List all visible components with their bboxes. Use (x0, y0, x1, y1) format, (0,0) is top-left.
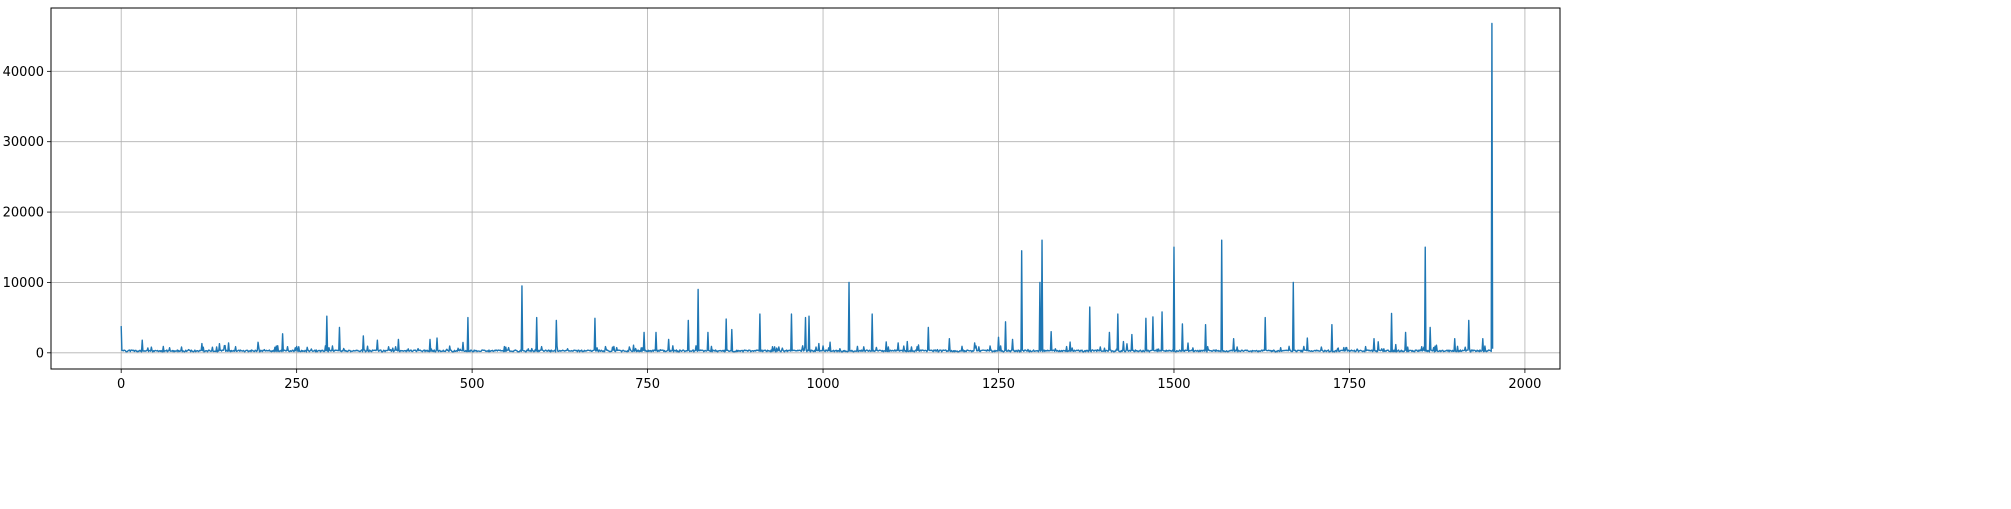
y-tick-label: 10000 (3, 276, 44, 291)
x-tick-label: 1500 (1157, 377, 1190, 392)
series-layer (120, 22, 1494, 353)
y-tick-label: 20000 (3, 206, 44, 221)
x-tick-label: 250 (284, 377, 309, 392)
x-axis: 0 250 500 750 1000 1250 1500 1750 2000 (117, 369, 1541, 392)
x-tick-label: 1750 (1333, 377, 1366, 392)
grid-layer (51, 8, 1560, 369)
y-tick-label: 30000 (3, 135, 44, 150)
x-tick-label: 750 (635, 377, 660, 392)
y-axis: 0 10000 20000 30000 40000 (3, 65, 51, 361)
x-tick-label: 0 (117, 377, 125, 392)
x-tick-label: 2000 (1508, 377, 1541, 392)
y-tick-label: 40000 (3, 65, 44, 80)
plot-frame (50, 7, 1561, 370)
x-tick-label: 500 (460, 377, 485, 392)
y-tick-label: 0 (36, 346, 44, 361)
series-line (120, 22, 1494, 353)
x-tick-label: 1250 (982, 377, 1015, 392)
x-tick-label: 1000 (806, 377, 839, 392)
